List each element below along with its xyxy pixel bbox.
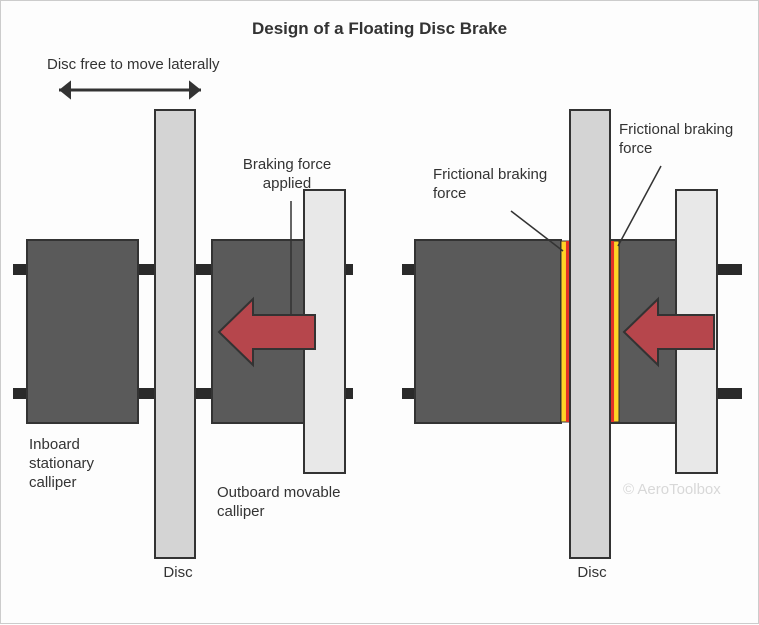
label-friction-right: Frictional braking force [619, 121, 739, 159]
copyright-text: © AeroToolbox [623, 481, 721, 498]
label-friction-left: Frictional braking force [433, 166, 553, 204]
diagram-canvas: Design of a Floating Disc Brake Disc fre… [0, 0, 759, 624]
label-outboard: Outboard movable calliper [217, 484, 377, 522]
label-disc-right: Disc [572, 564, 612, 583]
label-disc-left: Disc [158, 564, 198, 583]
diagram-svg [1, 1, 759, 625]
label-disc-free: Disc free to move laterally [47, 56, 287, 75]
label-inboard: Inboard stationary calliper [29, 436, 139, 492]
label-braking-force: Braking force applied [217, 156, 357, 194]
